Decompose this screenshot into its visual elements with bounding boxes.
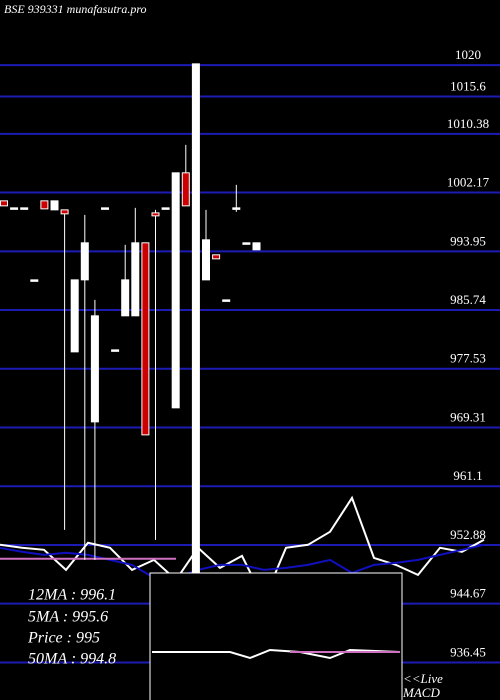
legend-text: 12MA : 996.1 (28, 587, 116, 604)
candle-body (252, 242, 261, 251)
candle-body (202, 239, 210, 281)
candle-body (131, 242, 140, 317)
candle-body (242, 242, 251, 245)
legend-text: Price : 995 (27, 630, 100, 647)
candle-body (10, 207, 19, 210)
macd-label: MACD (402, 685, 440, 700)
candle-body (141, 242, 150, 436)
chart-title: BSE 939331 munafasutra.pro (4, 2, 147, 16)
legend-text: 50MA : 994.8 (28, 651, 116, 668)
candle-body (232, 207, 241, 210)
candle-body (191, 63, 200, 576)
y-tick-label: 1015.6 (450, 79, 486, 94)
y-tick-label: 944.67 (450, 586, 486, 601)
candle-body (30, 279, 39, 282)
y-tick-label: 952.88 (450, 527, 486, 542)
candle-body (70, 279, 79, 353)
y-tick-label: 1010.38 (447, 116, 489, 131)
candle-body (50, 200, 59, 211)
y-tick-label: 936.45 (450, 644, 486, 659)
candle-body (90, 315, 99, 423)
y-tick-label: 1002.17 (447, 175, 490, 190)
candle-body (171, 172, 180, 409)
candle-body (111, 349, 120, 352)
candle-body (20, 207, 29, 210)
legend-text: 5MA : 995.6 (28, 609, 108, 626)
y-tick-label: 993.95 (450, 233, 486, 248)
candle-body (121, 279, 130, 317)
line-series (0, 543, 485, 579)
candle-body (181, 172, 190, 207)
y-tick-label: 977.53 (450, 351, 486, 366)
candle-body (60, 209, 69, 215)
candle-body (222, 299, 231, 302)
macd-label: <<Live (403, 671, 443, 686)
y-tick-label: 969.31 (450, 409, 486, 424)
candle-body (101, 207, 109, 210)
candle-body (0, 200, 8, 207)
y-tick-label: 961.1 (453, 468, 482, 483)
candle-body (212, 254, 221, 260)
candle-body (80, 242, 89, 281)
line-series (0, 495, 485, 603)
y-tick-label: 985.74 (450, 292, 486, 307)
candle-body (161, 207, 170, 210)
candle-body (40, 200, 49, 210)
y-tick-label: 1020 (455, 47, 481, 62)
candle-body (151, 212, 160, 217)
macd-panel (149, 572, 403, 700)
